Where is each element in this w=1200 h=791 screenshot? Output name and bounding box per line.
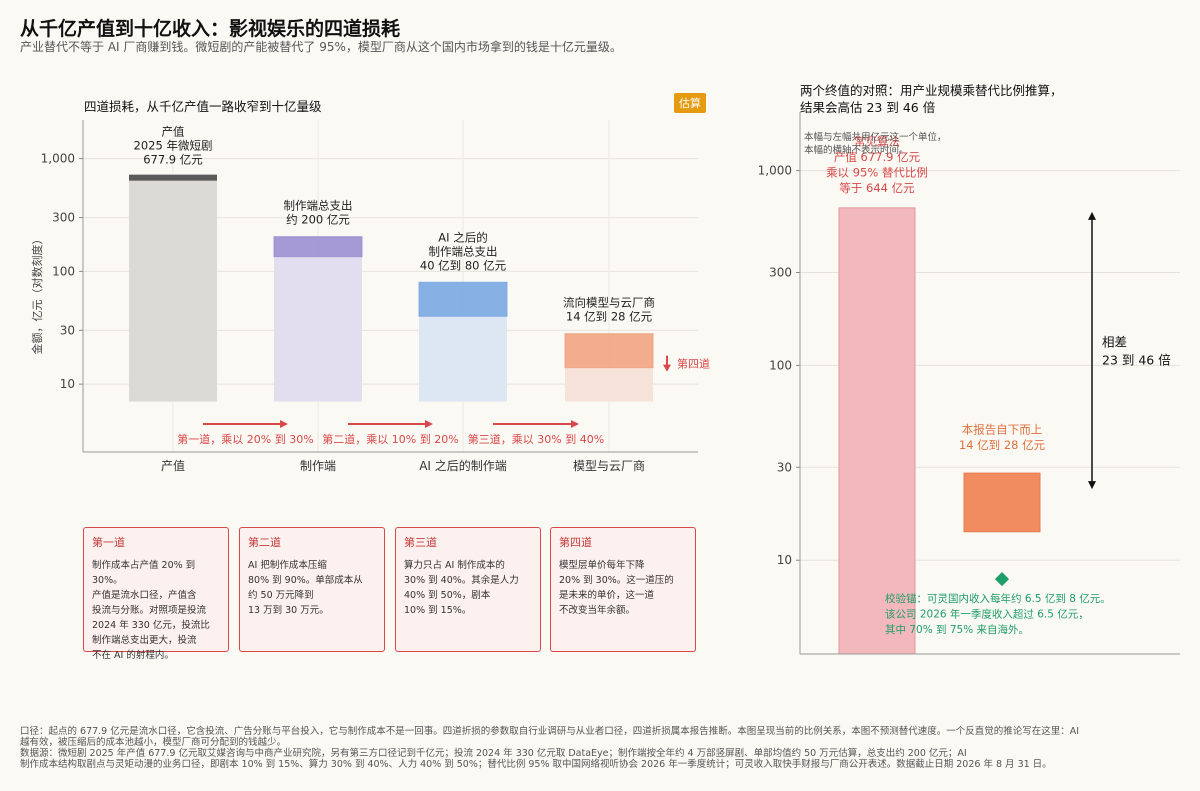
bar-label: 2025 年微短剧 xyxy=(134,139,213,153)
difference-label: 相差 xyxy=(1102,334,1127,349)
loss-arrow-head xyxy=(280,420,288,428)
y-tick-label: 30 xyxy=(60,323,75,337)
difference-arrow-head-up xyxy=(1088,211,1096,220)
x-category-label: AI 之后的制作端 xyxy=(419,458,507,473)
bar-label: 40 亿到 80 亿元 xyxy=(420,258,507,272)
right-title-line-1: 两个终值的对照：用产业规模乘替代比例推算， xyxy=(800,83,1063,98)
loss-card-2: 第二道 AI 把制作成本压缩 80% 到 90%。单部成本从 约 50 万元降到… xyxy=(239,527,385,652)
bar-label: 制作端总支出 xyxy=(284,199,353,213)
loss-arrow-label: 第三道，乘以 30% 到 40% xyxy=(468,432,604,446)
right-title-line-2: 结果会高估 23 到 46 倍 xyxy=(800,100,936,115)
right-note-line-1: 本幅与左幅共用亿元这一个单位， xyxy=(804,132,947,143)
bar-range xyxy=(418,281,508,317)
left-chart-title: 四道损耗，从千亿产值一路收窄到十亿量级 xyxy=(84,99,322,114)
difference-arrow-head-down xyxy=(1088,481,1096,490)
bar-value-marker xyxy=(129,174,217,181)
bar-background xyxy=(129,177,217,402)
difference-label: 23 到 46 倍 xyxy=(1102,352,1171,367)
bar-label: 14 亿到 28 亿元 xyxy=(566,310,653,324)
loss-arrow-label: 第一道，乘以 20% 到 30% xyxy=(177,432,313,446)
check-point-label: 校验锚：可灵国内收入每年约 6.5 亿到 8 亿元。 xyxy=(885,592,1111,605)
loss-arrow-label: 第二道，乘以 10% 到 20% xyxy=(322,432,458,446)
right-note-line-2: 本幅的横轴不表示时间。 xyxy=(804,145,909,156)
loss-card-text: 算力只占 AI 制作成本的 30% 到 40%。其余是人力 40% 到 50%，… xyxy=(404,560,519,616)
loss-card-text: 制作成本占产值 20% 到 30%。 产值是流水口径，产值含 投流与分账。对照项… xyxy=(92,560,210,661)
bar-label: 流向模型与云厂商 xyxy=(563,296,655,310)
bar-background xyxy=(419,316,507,402)
check-point-label: 该公司 2026 年一季度收入超过 6.5 亿元， xyxy=(885,608,1089,621)
x-category-label: 模型与云厂商 xyxy=(573,458,645,473)
loss-arrow-head xyxy=(571,420,579,428)
bar-bottom-up xyxy=(963,472,1041,533)
bar-label: 常见算法 xyxy=(854,134,900,148)
page-title: 从千亿产值到十亿收入：影视娱乐的四道损耗 xyxy=(20,18,401,40)
bar-range xyxy=(273,236,363,258)
right-chart-title: 两个终值的对照：用产业规模乘替代比例推算， 结果会高估 23 到 46 倍 xyxy=(800,82,1063,116)
bar-label: 产值 677.9 亿元 xyxy=(834,150,921,164)
loss-arrow-head xyxy=(425,420,433,428)
x-category-label: 产值 xyxy=(161,458,185,473)
bar-label: 制作端总支出 xyxy=(429,244,498,258)
bar-label: 乘以 95% 替代比例 xyxy=(826,165,928,179)
right-chart-note: 本幅与左幅共用亿元这一个单位， 本幅的横轴不表示时间。 xyxy=(804,131,947,157)
check-point-label: 其中 70% 到 75% 来自海外。 xyxy=(885,623,1029,636)
y-tick-label: 100 xyxy=(52,264,75,278)
x-category-label: 制作端 xyxy=(300,459,336,473)
fourth-loss-label: 第四道 xyxy=(677,357,710,371)
bar-label: 14 亿到 28 亿元 xyxy=(959,438,1046,452)
y-tick-label: 1,000 xyxy=(41,152,75,166)
bar-label: 677.9 亿元 xyxy=(143,153,203,167)
y-tick-label: 100 xyxy=(769,358,792,372)
loss-card-1: 第一道 制作成本占产值 20% 到 30%。 产值是流水口径，产值含 投流与分账… xyxy=(83,527,229,661)
y-tick-label: 10 xyxy=(60,377,75,391)
page-subtitle: 产业替代不等于 AI 厂商赚到钱。微短剧的产能被替代了 95%，模型厂商从这个国… xyxy=(20,40,622,54)
estimate-badge: 估算 xyxy=(674,93,706,113)
y-tick-label: 1,000 xyxy=(758,164,792,178)
fourth-loss-arrow-head xyxy=(663,364,671,372)
y-tick-label: 300 xyxy=(52,211,75,225)
footnote: 口径：起点的 677.9 亿元是流水口径，它含投流、广告分账与平台投入，它与制作… xyxy=(20,726,1080,770)
bar-label: 本报告自下而上 xyxy=(962,423,1043,437)
loss-card-text: AI 把制作成本压缩 80% 到 90%。单部成本从 约 50 万元降到 13 … xyxy=(248,560,363,616)
bar-label: AI 之后的 xyxy=(438,230,487,244)
loss-card-title: 第三道 xyxy=(404,536,437,549)
check-point-marker xyxy=(994,572,1010,587)
y-tick-label: 300 xyxy=(769,265,792,279)
y-tick-label: 30 xyxy=(777,460,792,474)
loss-card-title: 第二道 xyxy=(248,536,281,549)
y-tick-label: 10 xyxy=(777,553,792,567)
loss-card-text: 模型层单价每年下降 20% 到 30%。这一道压的 是未来的单价，这一道 不改变… xyxy=(559,560,674,616)
loss-card-title: 第一道 xyxy=(92,536,125,549)
bar-label: 约 200 亿元 xyxy=(286,213,350,227)
bar-background xyxy=(274,256,362,402)
bar-common-method xyxy=(838,207,916,655)
loss-card-4: 第四道 模型层单价每年下降 20% 到 30%。这一道压的 是未来的单价，这一道… xyxy=(550,527,696,652)
loss-card-title: 第四道 xyxy=(559,536,592,549)
bar-background xyxy=(565,367,653,402)
loss-card-3: 第三道 算力只占 AI 制作成本的 30% 到 40%。其余是人力 40% 到 … xyxy=(395,527,541,652)
bar-label: 等于 644 亿元 xyxy=(839,181,915,195)
y-axis-label: 金额，亿元（对数刻度） xyxy=(30,234,44,355)
bar-range xyxy=(564,333,654,369)
bar-label: 产值 xyxy=(162,125,185,139)
